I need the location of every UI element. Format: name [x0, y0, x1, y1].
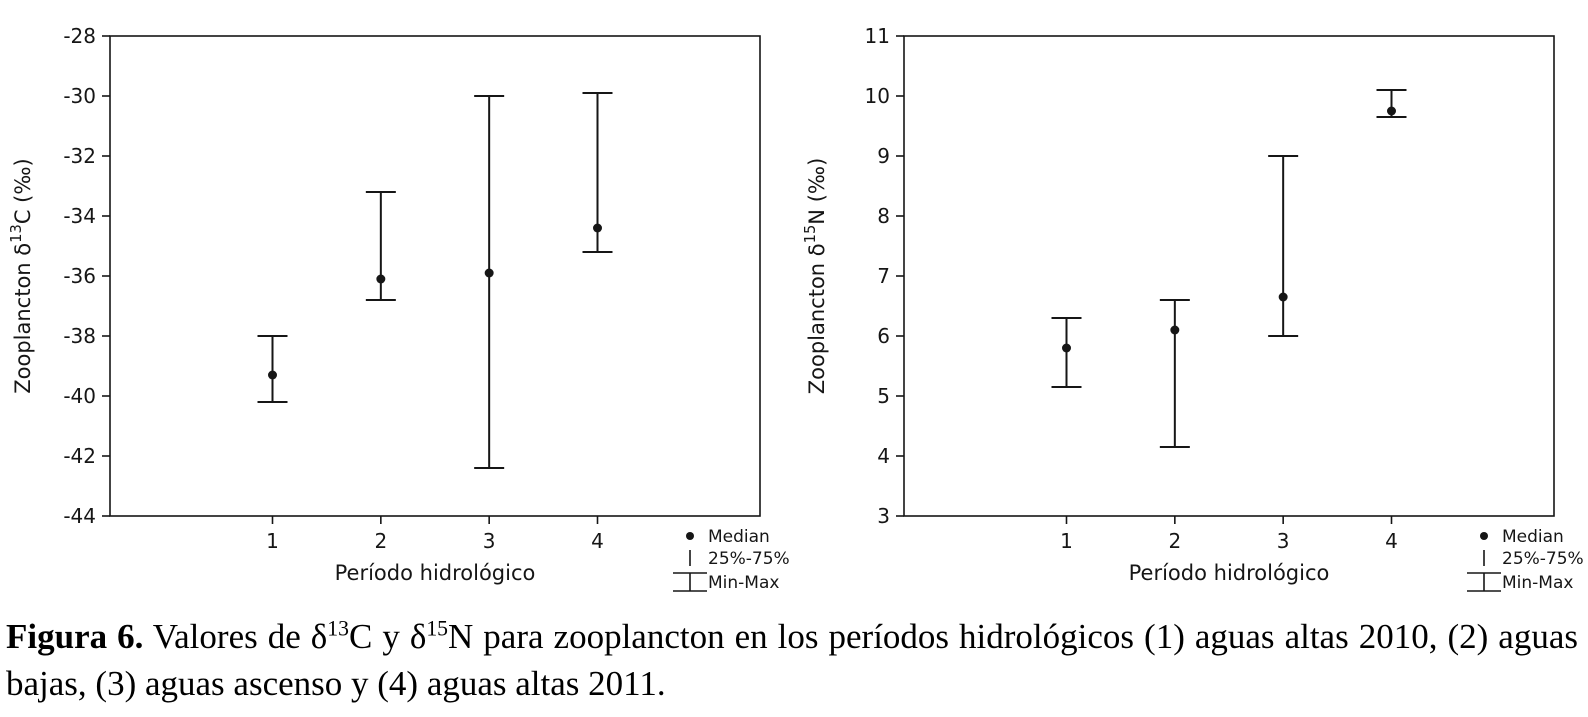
x-axis-title: Período hidrológico: [335, 561, 536, 585]
median-dot: [1170, 325, 1180, 335]
x-tick-label: 4: [591, 529, 604, 553]
x-tick-label: 2: [1168, 529, 1181, 553]
legend-label: Median: [708, 527, 770, 547]
x-tick-label: 3: [483, 529, 496, 553]
median-dot: [1062, 343, 1071, 353]
y-tick-label: 10: [865, 84, 890, 108]
legend-label: 25%-75%: [708, 549, 790, 569]
x-tick-label: 2: [374, 529, 387, 553]
y-tick-label: 7: [877, 264, 890, 288]
caption-segment: C y δ: [348, 617, 427, 656]
median-dot: [376, 274, 386, 284]
y-tick-label: 5: [877, 384, 890, 408]
y-tick-label: 9: [877, 144, 890, 168]
legend-label: Median: [1502, 527, 1564, 547]
x-tick-label: 1: [1060, 529, 1073, 553]
caption-text: Valores de δ13C y δ15N para zooplancton …: [6, 617, 1578, 703]
y-axis-title: Zooplancton δ15N (‰): [802, 158, 829, 395]
median-dot: [593, 223, 602, 233]
y-axis-title: Zooplancton δ13C (‰): [8, 158, 35, 394]
plot-frame: [903, 35, 1555, 517]
figure-caption: Figura 6. Valores de δ13C y δ15N para zo…: [6, 614, 1578, 708]
y-tick-label: -38: [63, 324, 96, 348]
chart-d13c: -44 -42 -40 -38 -36 -34 -32 -30 -28 1 2 3 4 Período h…: [0, 0, 794, 612]
x-tick-label: 1: [266, 529, 279, 553]
y-tick-label: -44: [63, 504, 96, 528]
x-axis-title: Período hidrológico: [1129, 561, 1330, 585]
x-tick-label: 3: [1277, 529, 1290, 553]
legend-median-dot-icon: [1480, 532, 1488, 540]
y-tick-label: 3: [877, 504, 890, 528]
legend-median-dot-icon: [686, 532, 694, 540]
y-tick-label: -32: [63, 144, 96, 168]
y-tick-label: 11: [865, 24, 890, 48]
caption-segment: Valores de δ: [143, 617, 328, 656]
y-tick-label: 8: [877, 204, 890, 228]
y-tick-label: -40: [63, 384, 96, 408]
charts-row: -44 -42 -40 -38 -36 -34 -32 -30 -28 1 2 3 4 Período h…: [0, 0, 1588, 612]
caption-segment: N para zooplancton en los períodos hidro…: [6, 617, 1578, 703]
legend-label: 25%-75%: [1502, 549, 1584, 569]
y-tick-label: -28: [63, 24, 96, 48]
legend-label: Min-Max: [1502, 573, 1573, 593]
y-tick-label: -30: [63, 84, 96, 108]
x-tick-label: 4: [1385, 529, 1398, 553]
caption-superscript: 15: [426, 616, 449, 641]
chart-d15n: 3 4 5 6 7 8 9 10 11 1 2 3 4 Período hidrológico Zoopla…: [794, 0, 1588, 612]
y-tick-label: -42: [63, 444, 96, 468]
y-tick-label: -34: [63, 204, 96, 228]
y-tick-label: -36: [63, 264, 96, 288]
caption-superscript: 13: [327, 616, 349, 641]
median-dot: [484, 268, 494, 278]
y-tick-label: 4: [877, 444, 890, 468]
median-dot: [1278, 292, 1288, 302]
caption-label: Figura 6.: [6, 617, 144, 656]
plot-frame: [109, 35, 761, 517]
legend-label: Min-Max: [708, 573, 779, 593]
median-dot: [268, 370, 277, 380]
median-dot: [1387, 106, 1396, 116]
d13c-plot-svg: -44 -42 -40 -38 -36 -34 -32 -30 -28 1 2 3 4 Período h…: [8, 24, 790, 593]
y-tick-label: 6: [877, 324, 890, 348]
